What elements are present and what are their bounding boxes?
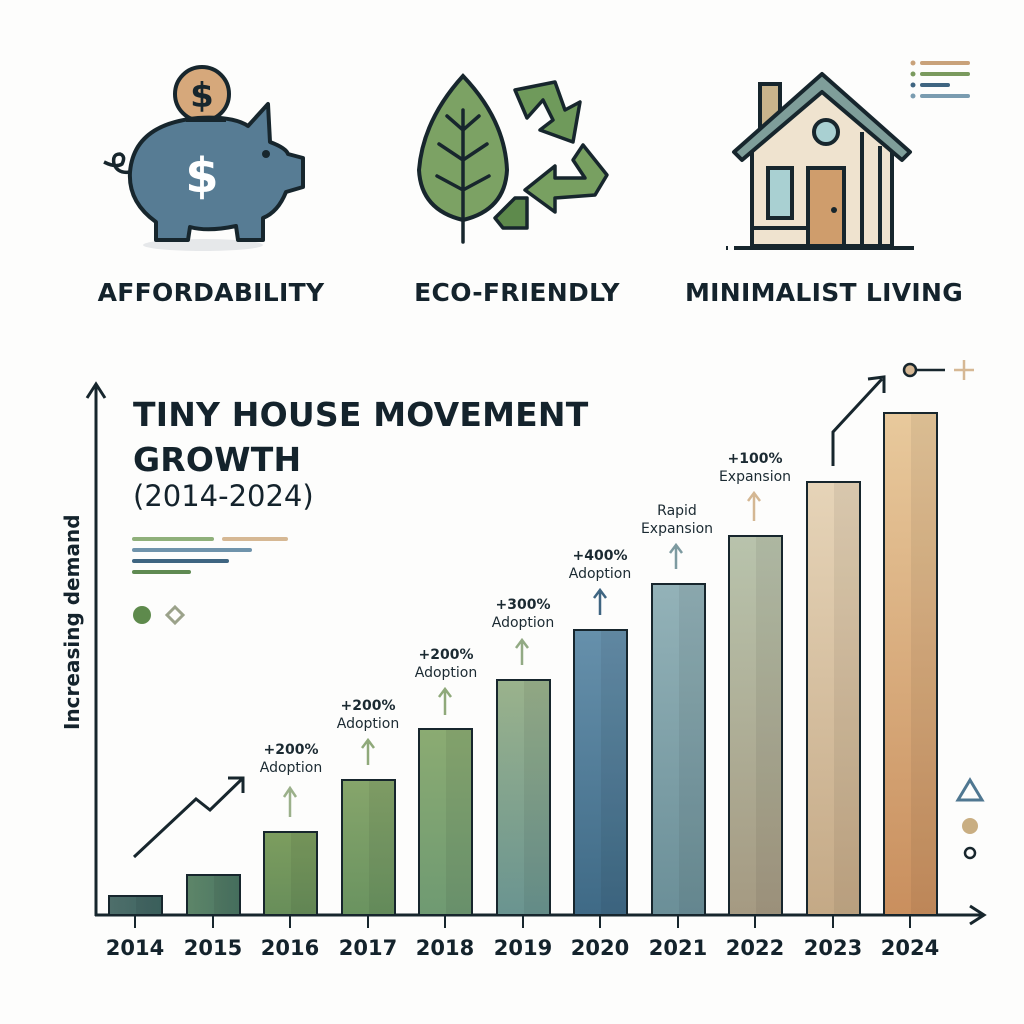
x-tick	[444, 915, 446, 928]
annotation-2017: +200% Adoption	[308, 697, 428, 733]
annotation-text: Adoption	[336, 716, 400, 732]
bar-2017	[341, 779, 396, 916]
bar-2019	[496, 679, 551, 916]
decorative-shapes-icon	[955, 777, 985, 860]
annotation-value: +300%	[495, 597, 551, 613]
x-tick-label: 2017	[338, 936, 398, 960]
decorative-legend-lines	[132, 537, 288, 626]
bar-2020	[573, 629, 628, 916]
x-tick	[832, 915, 834, 928]
annotation-2022: +100% Expansion	[695, 450, 815, 486]
bar-2018	[418, 728, 473, 916]
bar-2016	[263, 831, 318, 916]
x-tick-label: 2020	[570, 936, 630, 960]
svg-text:$: $	[190, 76, 214, 116]
annotation-value: +200%	[418, 647, 474, 663]
annotation-text: Expansion	[640, 521, 714, 537]
x-tick-label: 2014	[105, 936, 165, 960]
piggy-bank-icon: $ $	[103, 65, 305, 251]
x-tick	[599, 915, 601, 928]
x-tick	[677, 915, 679, 928]
annotation-value: +400%	[572, 548, 628, 564]
feature-label-affordability: AFFORDABILITY	[97, 278, 325, 307]
annotation-text: Expansion	[718, 469, 792, 485]
chart-subtitle: (2014-2024)	[133, 479, 314, 513]
x-tick-label: 2022	[725, 936, 785, 960]
x-tick	[367, 915, 369, 928]
x-tick-label: 2021	[648, 936, 708, 960]
x-tick	[754, 915, 756, 928]
x-tick-label: 2023	[803, 936, 863, 960]
x-tick-label: 2019	[493, 936, 553, 960]
annotation-2020: +400% Adoption	[540, 547, 660, 583]
bar-2022	[728, 535, 783, 916]
bar-2024	[883, 412, 938, 916]
annotation-text: Adoption	[414, 665, 478, 681]
x-tick-label: 2015	[183, 936, 243, 960]
chart-title: TINY HOUSE MOVEMENT GROWTH	[133, 392, 588, 482]
annotation-2019: +300% Adoption	[463, 596, 583, 632]
annotation-2021: Rapid Expansion	[617, 502, 737, 538]
feature-label-eco-friendly: ECO-FRIENDLY	[414, 278, 620, 307]
chart-title-line1: TINY HOUSE MOVEMENT	[133, 395, 589, 434]
bar-2021	[651, 583, 706, 916]
leaf-recycle-icon	[416, 73, 609, 244]
annotation-value: +200%	[340, 698, 396, 714]
annotation-value: +200%	[263, 742, 319, 758]
annotation-2016: +200% Adoption	[231, 741, 351, 777]
node-plus-icon	[902, 360, 974, 380]
list-lines-icon	[910, 60, 970, 99]
x-tick	[134, 915, 136, 928]
tiny-house-icon	[726, 72, 918, 250]
y-axis-label: Increasing demand	[60, 514, 84, 730]
bar-2015	[186, 874, 241, 916]
feature-label-minimalist-living: MINIMALIST LIVING	[684, 278, 964, 307]
chart-title-line2: GROWTH	[133, 440, 302, 479]
annotation-value: +100%	[727, 451, 783, 467]
x-tick-label: 2024	[880, 936, 940, 960]
x-tick	[289, 915, 291, 928]
bar-2014	[108, 895, 163, 916]
annotation-2018: +200% Adoption	[386, 646, 506, 682]
bar-2023	[806, 481, 861, 916]
x-tick	[522, 915, 524, 928]
x-tick	[909, 915, 911, 928]
svg-text:$: $	[185, 148, 218, 204]
annotation-text: Adoption	[491, 615, 555, 631]
x-tick-label: 2016	[260, 936, 320, 960]
annotation-text: Adoption	[259, 760, 323, 776]
annotation-text: Adoption	[568, 566, 632, 582]
x-tick-label: 2018	[415, 936, 475, 960]
x-tick	[212, 915, 214, 928]
annotation-value: Rapid	[657, 503, 697, 519]
